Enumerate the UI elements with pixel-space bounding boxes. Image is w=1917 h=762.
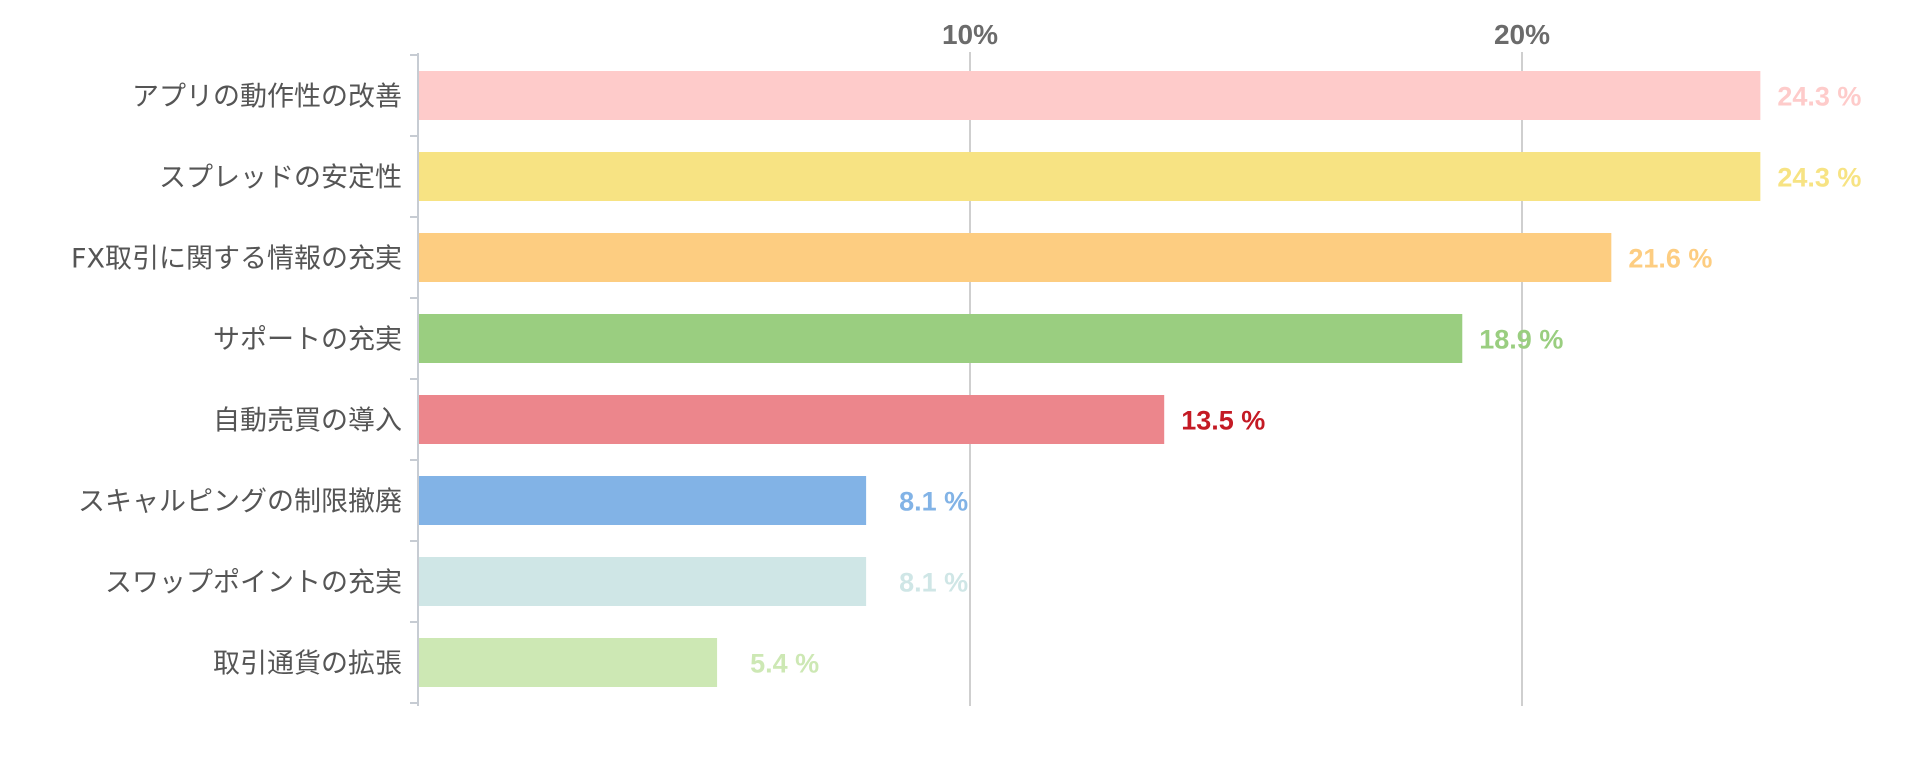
category-label: スワップポイントの充実 xyxy=(105,568,402,599)
value-label: 24.3 % xyxy=(1777,163,1861,193)
value-label: 8.1 % xyxy=(899,568,968,598)
bar xyxy=(419,314,1463,363)
category-label: 取引通貨の拡張 xyxy=(213,649,402,680)
category-label: スキャルピングの制限撤廃 xyxy=(78,487,402,518)
bar xyxy=(419,476,867,525)
x-tick-label: 20% xyxy=(1494,19,1550,50)
value-label: 18.9 % xyxy=(1479,325,1563,355)
value-label: 24.3 % xyxy=(1777,82,1861,112)
value-label: 21.6 % xyxy=(1628,244,1712,274)
category-label: アプリの動作性の改善 xyxy=(132,82,402,113)
bar xyxy=(419,233,1612,282)
bars xyxy=(419,71,1761,687)
gridlines xyxy=(969,52,1523,706)
category-label: 自動売買の導入 xyxy=(213,406,402,437)
category-label: スプレッドの安定性 xyxy=(159,163,402,194)
x-tick-label: 10% xyxy=(942,19,998,50)
value-labels: 24.3 % 24.3 % 21.6 % 18.9 % 13.5 % 8.1 % 8.1 %… xyxy=(750,82,1861,679)
bar xyxy=(419,152,1761,201)
category-axis xyxy=(410,53,419,706)
bar xyxy=(419,557,867,606)
bar xyxy=(419,395,1165,444)
category-label: サポートの充実 xyxy=(213,325,402,356)
value-label: 13.5 % xyxy=(1181,406,1265,436)
x-tick-labels: 10% 20% xyxy=(942,19,1550,50)
bar xyxy=(419,71,1761,120)
category-label: FX取引に関する情報の充実 xyxy=(71,244,402,275)
value-label: 5.4 % xyxy=(750,649,819,679)
bar xyxy=(419,638,718,687)
value-label: 8.1 % xyxy=(899,487,968,517)
